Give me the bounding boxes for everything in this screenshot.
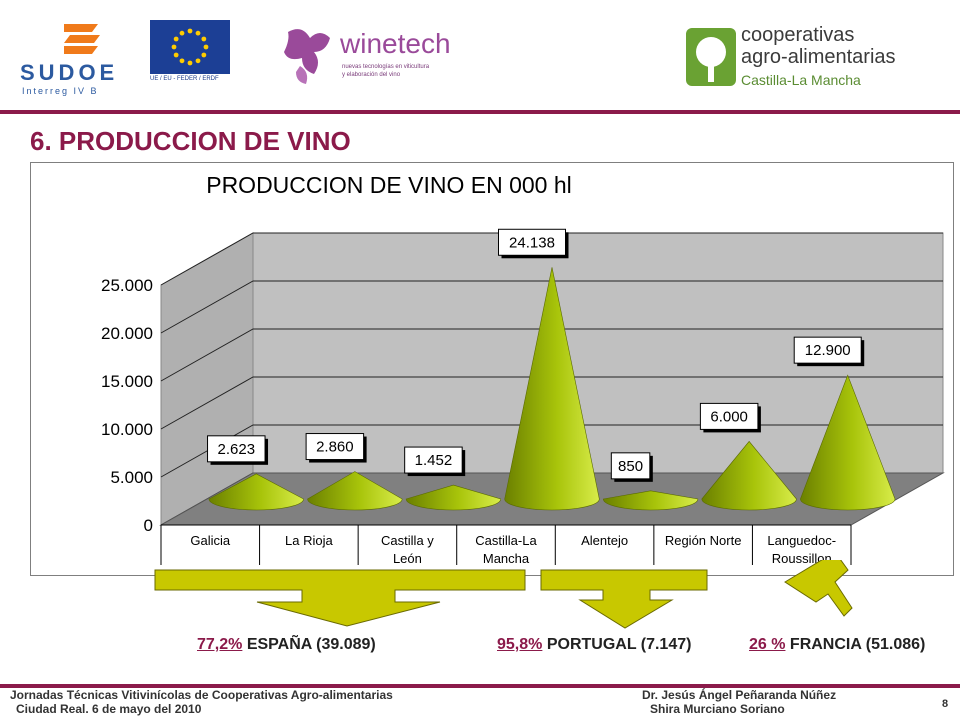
eu-caption: UE / EU - FEDER / ERDF xyxy=(150,76,219,82)
data-label: 2.623 xyxy=(218,441,256,458)
eu-flag-icon xyxy=(150,20,230,74)
data-label: 12.900 xyxy=(805,342,851,359)
wine-production-chart: 0 5.000 10.000 15.000 20.000 25.000 PRODUCCION… xyxy=(101,172,945,566)
cone-bar xyxy=(208,473,304,511)
page-number: 8 xyxy=(942,698,949,710)
footer-authors: Dr. Jesús Ángel Peñaranda Núñez Shira Mu… xyxy=(642,688,836,716)
spain-arrow xyxy=(154,569,526,627)
eu-star-icon xyxy=(173,52,179,58)
winetech-tagline-1: nuevas tecnologías en viticultura xyxy=(342,64,430,70)
sudoe-wordmark: SUDOE xyxy=(20,60,119,85)
eu-star-icon xyxy=(187,28,193,34)
data-label: 6.000 xyxy=(710,408,748,425)
y-tick-label: 10.000 xyxy=(101,420,153,439)
eu-star-icon xyxy=(179,30,185,36)
eu-star-icon xyxy=(187,60,193,66)
x-tick-label: La Rioja xyxy=(285,533,333,548)
x-tick-label: Alentejo xyxy=(581,533,628,548)
winetech-tagline-2: y elaboración del vino xyxy=(342,72,401,78)
slide-title: 6. PRODUCCION DE VINO xyxy=(30,126,351,156)
tree-emblem-icon xyxy=(686,28,736,86)
portugal-total: PORTUGAL (7.147) xyxy=(542,636,692,653)
cone-bar xyxy=(800,374,896,511)
x-tick-label: Castilla y xyxy=(381,533,434,548)
winetech-logo: winetech nuevas tecnologías en viticultu… xyxy=(282,22,462,90)
france-total: FRANCIA (51.086) xyxy=(785,636,926,653)
grape-leaf-icon xyxy=(284,29,330,84)
gridline xyxy=(160,376,943,430)
data-label-box xyxy=(498,228,566,256)
data-label: 1.452 xyxy=(415,452,453,469)
data-label: 24.138 xyxy=(509,234,555,251)
header-divider xyxy=(0,110,960,114)
eu-star-icon xyxy=(203,44,209,50)
data-label-box xyxy=(793,336,862,364)
spain-total: ESPAÑA (39.089) xyxy=(242,636,376,653)
arrows-layer xyxy=(154,560,853,629)
data-label: 2.860 xyxy=(316,439,354,456)
eu-star-icon xyxy=(179,58,185,64)
y-tick-label: 25.000 xyxy=(101,276,153,295)
coop-line-2: agro-alimentarias xyxy=(741,46,896,68)
data-label-box xyxy=(305,433,365,461)
france-summary: 26 % FRANCIA (51.086) xyxy=(749,636,925,654)
footer-event-title: Jornadas Técnicas Vitivinícolas de Coope… xyxy=(10,688,393,702)
cone-bar xyxy=(701,440,797,511)
sudoe-logo: SUDOE Interreg IV B xyxy=(18,20,138,96)
y-tick-label: 15.000 xyxy=(101,372,153,391)
eu-star-icon xyxy=(173,36,179,42)
footer-event: Jornadas Técnicas Vitivinícolas de Coope… xyxy=(10,688,393,716)
gridline xyxy=(160,280,943,334)
y-tick-label: 5.000 xyxy=(110,468,153,487)
x-tick-label: Región Norte xyxy=(665,533,742,548)
sudoe-subtitle: Interreg IV B xyxy=(22,86,99,96)
y-tick-label: 20.000 xyxy=(101,324,153,343)
footer-author-1: Dr. Jesús Ángel Peñaranda Núñez xyxy=(642,688,837,702)
winetech-wordmark: winetech xyxy=(340,28,451,59)
footer-event-date: Ciudad Real. 6 de mayo del 2010 xyxy=(16,702,202,716)
data-label-box xyxy=(610,452,651,480)
x-tick-label: León xyxy=(393,551,422,566)
spain-summary: 77,2% ESPAÑA (39.089) xyxy=(197,636,376,654)
eu-flag-logo: UE / EU - FEDER / ERDF xyxy=(150,20,230,88)
footer-author-2: Shira Murciano Soriano xyxy=(650,702,785,716)
cone-bar xyxy=(405,484,502,511)
footer-divider xyxy=(0,684,960,688)
chart-frame: 0 5.000 10.000 15.000 20.000 25.000 PRODUCCION… xyxy=(30,162,954,576)
spain-percent: 77,2% xyxy=(197,636,243,653)
data-label-box xyxy=(404,446,463,474)
portugal-percent: 95,8% xyxy=(497,636,543,653)
eu-star-icon xyxy=(171,44,177,50)
x-tick-label: Galicia xyxy=(190,533,231,548)
sudoe-emblem-icon xyxy=(64,24,100,54)
data-label: 850 xyxy=(618,458,643,475)
eu-star-icon xyxy=(201,36,207,42)
cone-bar xyxy=(307,471,403,511)
x-tick-label: Mancha xyxy=(483,551,530,566)
x-tick-label: Languedoc- xyxy=(767,533,836,548)
x-tick-label: Castilla-La xyxy=(475,533,537,548)
data-label-box xyxy=(699,402,759,430)
x-tick-label: Roussillon xyxy=(772,551,832,566)
gridline xyxy=(160,328,943,382)
portugal-summary: 95,8% PORTUGAL (7.147) xyxy=(497,636,691,654)
eu-star-icon xyxy=(201,52,207,58)
chart-title: PRODUCCION DE VINO EN 000 hl xyxy=(206,172,572,198)
portugal-arrow xyxy=(540,569,708,629)
eu-star-icon xyxy=(195,30,201,36)
cone-bar xyxy=(504,267,600,511)
eu-star-icon xyxy=(195,58,201,64)
france-percent: 26 % xyxy=(749,636,786,653)
cooperativas-logo: cooperativas agro-alimentarias Castilla-… xyxy=(684,20,934,92)
data-label-box xyxy=(207,435,266,463)
coop-line-1: cooperativas xyxy=(741,24,855,46)
coop-line-3: Castilla-La Mancha xyxy=(741,72,861,88)
france-arrow xyxy=(784,560,853,617)
cone-bar xyxy=(602,490,699,511)
gridline xyxy=(160,232,943,286)
y-tick-label: 0 xyxy=(144,516,153,535)
